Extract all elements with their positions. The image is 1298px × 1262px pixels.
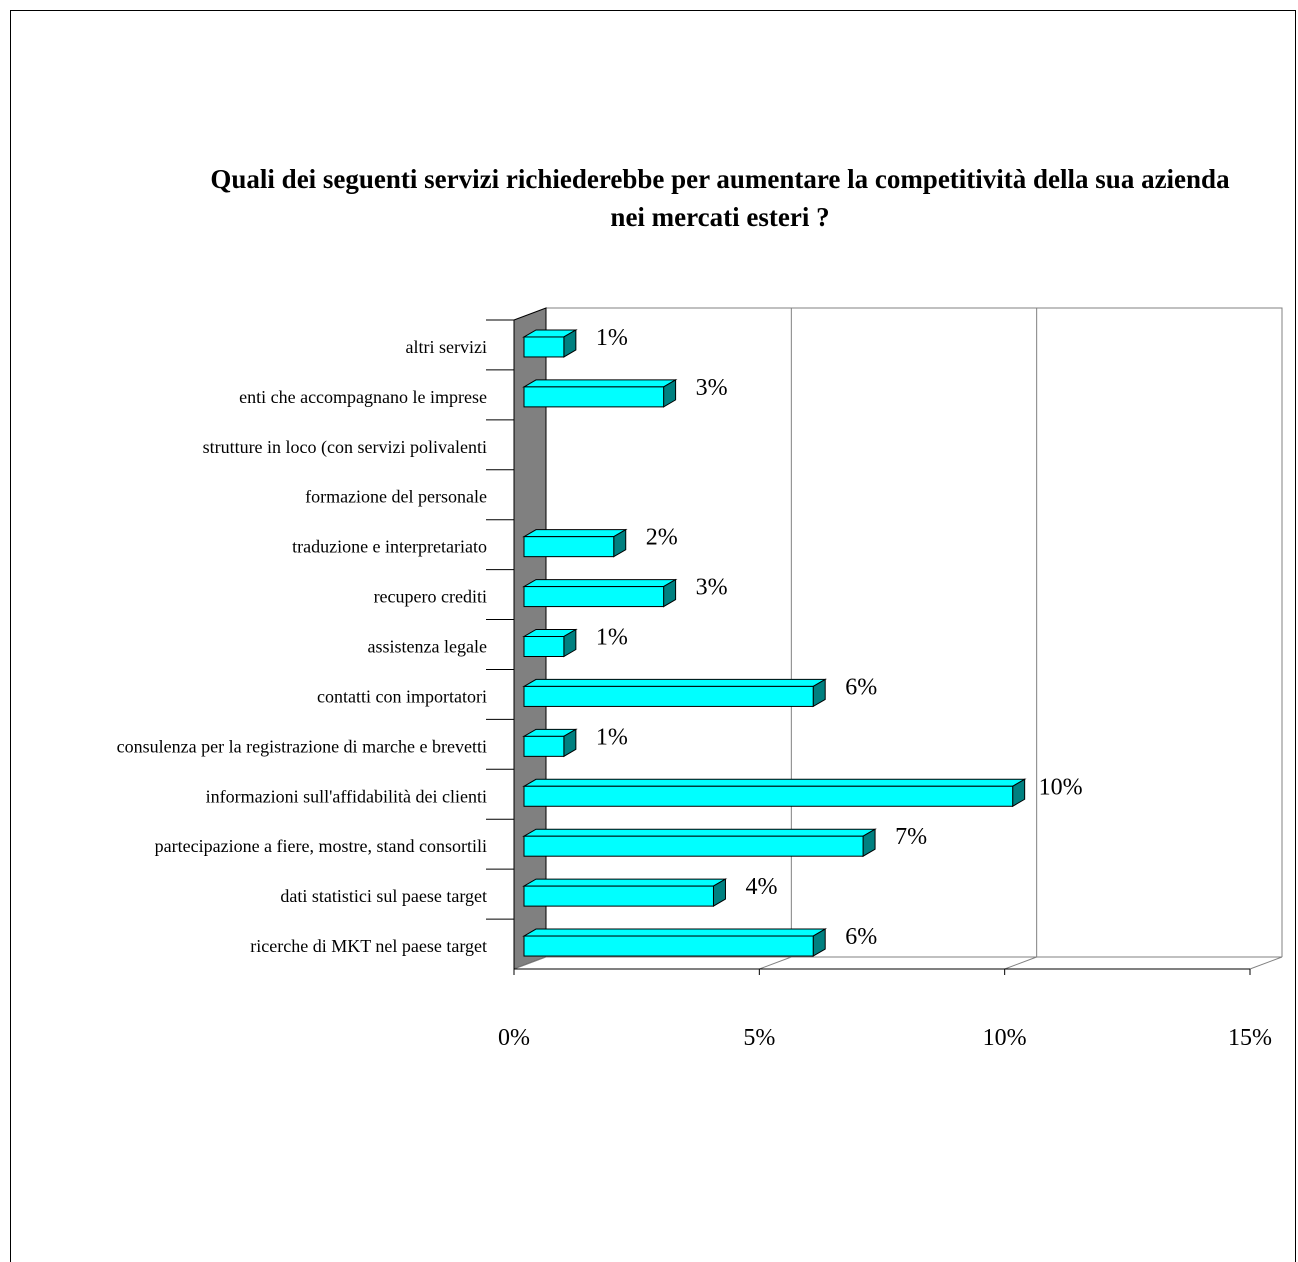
category-label: enti che accompagnano le imprese [239, 387, 487, 407]
value-label: 10% [1039, 774, 1083, 800]
category-label: formazione del personale [305, 487, 487, 507]
category-label: altri servizi [406, 337, 487, 357]
plot-floor [513, 956, 1283, 970]
category-label: dati statistici sul paese target [280, 886, 487, 906]
bar-top [522, 579, 678, 588]
value-label: 4% [745, 874, 777, 900]
bar [523, 885, 714, 907]
value-label: 1% [596, 325, 628, 351]
value-label: 1% [596, 625, 628, 651]
bar [523, 685, 814, 707]
x-tick-label: 10% [983, 1025, 1027, 1051]
bar-top [522, 678, 828, 687]
category-label: partecipazione a fiere, mostre, stand co… [155, 836, 487, 856]
chart-frame [10, 10, 1296, 1262]
bar [523, 785, 1014, 807]
category-label: consulenza per la registrazione di march… [117, 736, 487, 756]
x-tick-label: 15% [1228, 1025, 1272, 1051]
bar [523, 835, 864, 857]
x-tick-label: 0% [498, 1025, 530, 1051]
value-label: 6% [845, 924, 877, 950]
value-label: 6% [845, 674, 877, 700]
bar-top [522, 529, 628, 538]
bar-top [522, 928, 828, 937]
category-label: recupero crediti [374, 587, 487, 607]
value-label: 2% [646, 525, 678, 551]
bar-top [522, 778, 1027, 787]
category-label: strutture in loco (con servizi polivalen… [203, 437, 487, 458]
gridline-floor [1004, 956, 1037, 970]
bar-top [522, 828, 877, 837]
bar-top [522, 379, 678, 388]
bar-top [522, 878, 728, 887]
bar [523, 935, 814, 957]
value-label: 3% [696, 575, 728, 601]
category-label: traduzione e interpretariato [292, 537, 487, 557]
category-label: contatti con importatori [317, 686, 487, 706]
category-label: ricerche di MKT nel paese target [250, 936, 487, 956]
x-tick-label: 5% [743, 1025, 775, 1051]
value-label: 3% [696, 375, 728, 401]
bar [523, 586, 665, 608]
gridline-floor [759, 956, 792, 970]
bar [523, 636, 565, 657]
value-label: 1% [596, 724, 628, 750]
chart-title: Quali dei seguenti servizi richiederebbe… [210, 164, 1230, 232]
bar [523, 735, 565, 757]
category-label: informazioni sull'affidabilità dei clien… [206, 786, 487, 806]
bar [523, 386, 665, 408]
bar [523, 336, 565, 358]
category-label: assistenza legale [368, 637, 487, 657]
value-label: 7% [895, 824, 927, 850]
bar [523, 536, 615, 558]
